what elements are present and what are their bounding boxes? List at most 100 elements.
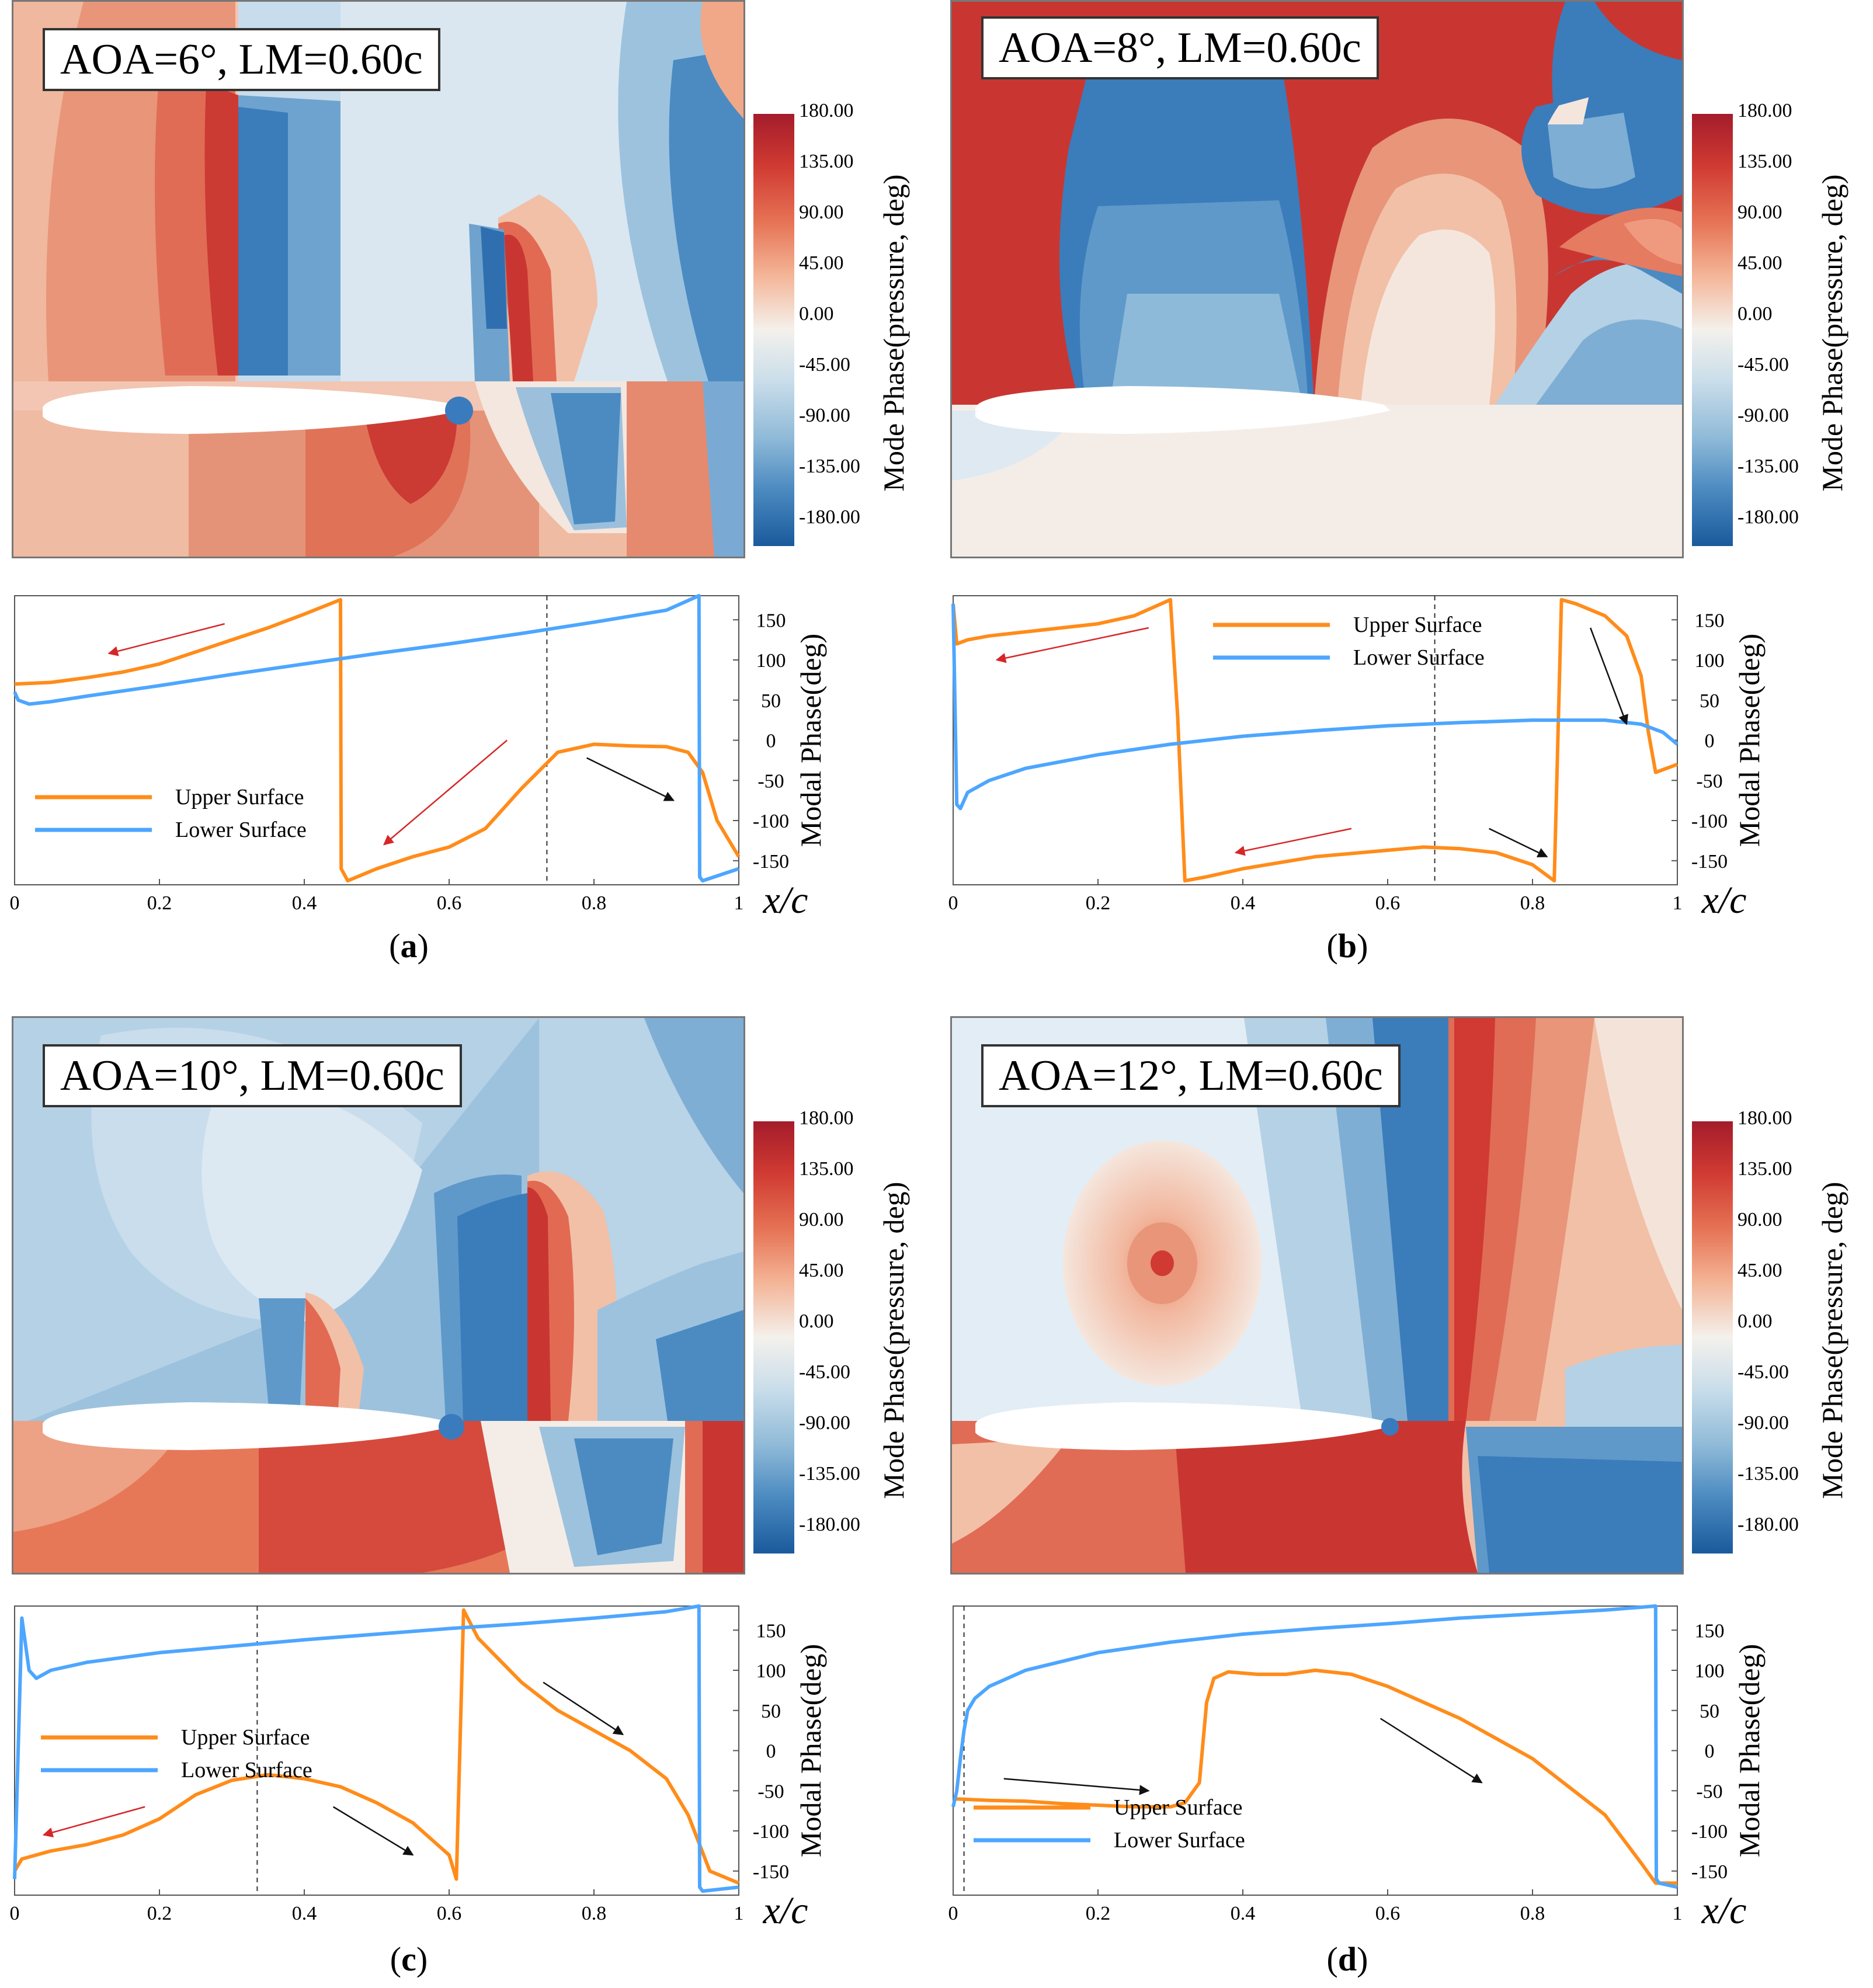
x-tick-label: 0.4 — [292, 892, 317, 914]
y-tick-label: 0 — [1705, 1741, 1715, 1763]
trend-arrow — [1489, 828, 1548, 857]
x-tick-label: 0 — [10, 892, 20, 914]
colorbar-ticks-a: 180.00 135.00 90.00 45.00 0.00 -45.00 -9… — [799, 99, 881, 566]
caption-a: (a) — [389, 927, 429, 965]
y-axis-label: Modal Phase(deg) — [1733, 634, 1766, 847]
x-tick-label: 1 — [734, 1903, 744, 1924]
y-tick-label: 150 — [1695, 1620, 1725, 1642]
y-tick-label: 50 — [761, 1701, 781, 1722]
colorbar-tick: -45.00 — [799, 1361, 850, 1383]
legend-label: Lower Surface — [1353, 645, 1485, 670]
legend-label: Upper Surface — [175, 785, 304, 809]
colorbar-tick: 135.00 — [1738, 151, 1792, 172]
contour-label: AOA=12°, LM=0.60c — [981, 1044, 1401, 1107]
colorbar-title: Mode Phase(pressure, deg) — [1816, 174, 1848, 492]
line-plot: 0 0.2 0.4 0.6 0.8 1 150 100 50 0 -50 -100 -150 x/c Mod… — [948, 1604, 1766, 1932]
panel-a: AOA=6°, LM=0.60c 180.00 135.00 90.00 45.… — [0, 0, 934, 993]
colorbar-tick: 0.00 — [1738, 1311, 1773, 1332]
y-tick-label: 50 — [1700, 1701, 1719, 1722]
x-tick-label: 0.4 — [292, 1903, 317, 1924]
colorbar-tick: 45.00 — [1738, 252, 1782, 274]
series-line-upper-surface — [953, 1669, 1677, 1885]
colorbar-d — [1692, 1121, 1733, 1553]
panel-c: AOA=10°, LM=0.60c 180.00 135.00 90.00 45… — [0, 993, 934, 1988]
y-tick-label: 0 — [1705, 731, 1715, 752]
y-tick-label: 100 — [1695, 650, 1725, 672]
colorbar-ticks-b: 180.00 135.00 90.00 45.00 0.00 -45.00 -9… — [1738, 99, 1819, 566]
y-tick-label: -50 — [757, 770, 784, 792]
x-tick-label: 0.8 — [1520, 1903, 1545, 1924]
y-tick-label: -100 — [1691, 1821, 1728, 1843]
series-line-upper-surface — [13, 1608, 740, 1885]
line-plot: 0 0.2 0.4 0.6 0.8 1 150 100 50 0 -50 -100 -150 x/c Mod… — [10, 1604, 827, 1932]
y-tick-label: 100 — [756, 1660, 786, 1682]
panel-b: AOA=8°, LM=0.60c 180.00 135.00 90.00 45.… — [939, 0, 1873, 993]
x-tick-label: 0.2 — [147, 892, 172, 914]
series-line-lower-surface — [13, 1604, 739, 1893]
x-axis-label: x/c — [1701, 879, 1747, 922]
colorbar-tick: -135.00 — [1738, 456, 1799, 477]
legend: Upper Surface Lower Surface — [35, 785, 307, 842]
trend-arrow — [332, 1806, 414, 1856]
x-tick-label: 0.6 — [437, 1903, 462, 1924]
colorbar-tick: -180.00 — [799, 506, 860, 528]
y-tick-label: 50 — [761, 690, 781, 712]
y-tick-label: -150 — [1691, 851, 1728, 873]
colorbar-tick: -45.00 — [799, 354, 850, 376]
colorbar-tick: 90.00 — [799, 1209, 844, 1231]
colorbar-tick: 135.00 — [799, 1158, 854, 1180]
caption-d: (d) — [1326, 1940, 1368, 1978]
contour-label: AOA=10°, LM=0.60c — [43, 1044, 462, 1107]
y-tick-label: 150 — [1695, 610, 1725, 631]
colorbar-tick: -90.00 — [799, 1412, 850, 1434]
contour-label: AOA=6°, LM=0.60c — [43, 28, 440, 91]
legend-label: Upper Surface — [181, 1725, 310, 1750]
x-tick-label: 0 — [948, 892, 958, 914]
y-tick-label: -50 — [1696, 770, 1722, 792]
colorbar-tick: -135.00 — [799, 456, 860, 477]
colorbar-tick: -45.00 — [1738, 1361, 1789, 1383]
colorbar-tick: 45.00 — [1738, 1260, 1782, 1281]
x-tick-label: 0.4 — [1231, 1903, 1256, 1924]
y-tick-label: -50 — [757, 1781, 784, 1802]
trend-arrow — [107, 623, 225, 656]
legend: Upper Surface Lower Surface — [1213, 613, 1485, 670]
colorbar-tick: -180.00 — [1738, 506, 1799, 528]
x-axis-label: x/c — [763, 879, 808, 922]
y-tick-label: -150 — [753, 851, 789, 873]
contour-field-c — [13, 1018, 743, 1573]
plot-frame — [953, 1605, 1678, 1896]
y-tick-label: -50 — [1696, 1781, 1722, 1802]
colorbar-tick: 0.00 — [1738, 303, 1773, 325]
colorbar-ticks-c: 180.00 135.00 90.00 45.00 0.00 -45.00 -9… — [799, 1107, 881, 1574]
trend-arrow — [995, 627, 1149, 663]
x-tick-label: 0.8 — [582, 1903, 607, 1924]
y-axis-label: Modal Phase(deg) — [794, 1644, 827, 1857]
legend-label: Lower Surface — [181, 1758, 312, 1782]
series-line-lower-surface — [951, 1604, 1678, 1889]
y-tick-label: -150 — [1691, 1861, 1728, 1883]
plot-frame — [953, 595, 1678, 885]
contour-plot-c: AOA=10°, LM=0.60c — [12, 1016, 745, 1575]
contour-plot-a: AOA=6°, LM=0.60c — [12, 0, 745, 558]
colorbar-tick: 180.00 — [799, 100, 854, 121]
y-tick-label: -100 — [1691, 811, 1728, 832]
colorbar-tick: -90.00 — [1738, 1412, 1789, 1434]
trend-arrow — [543, 1681, 624, 1736]
legend-label: Upper Surface — [1114, 1795, 1243, 1820]
contour-field-d — [952, 1018, 1682, 1573]
colorbar-tick: 90.00 — [1738, 201, 1782, 223]
colorbar-tick: -180.00 — [799, 1514, 860, 1535]
x-axis-label: x/c — [763, 1889, 808, 1932]
trend-arrow — [1590, 627, 1628, 725]
line-plot: 0 0.2 0.4 0.6 0.8 1 150 100 50 0 -50 -100 -150 x/c Mod… — [10, 594, 827, 922]
caption-c: (c) — [390, 1940, 428, 1978]
trend-arrow — [1003, 1778, 1150, 1795]
contour-plot-b: AOA=8°, LM=0.60c — [950, 0, 1684, 558]
colorbar-tick: -135.00 — [1738, 1463, 1799, 1485]
trend-arrow — [1379, 1718, 1483, 1784]
x-axis-label: x/c — [1701, 1889, 1747, 1932]
contour-plot-d: AOA=12°, LM=0.60c — [950, 1016, 1684, 1575]
caption-b: (b) — [1326, 927, 1368, 965]
y-tick-label: -100 — [753, 1821, 789, 1843]
